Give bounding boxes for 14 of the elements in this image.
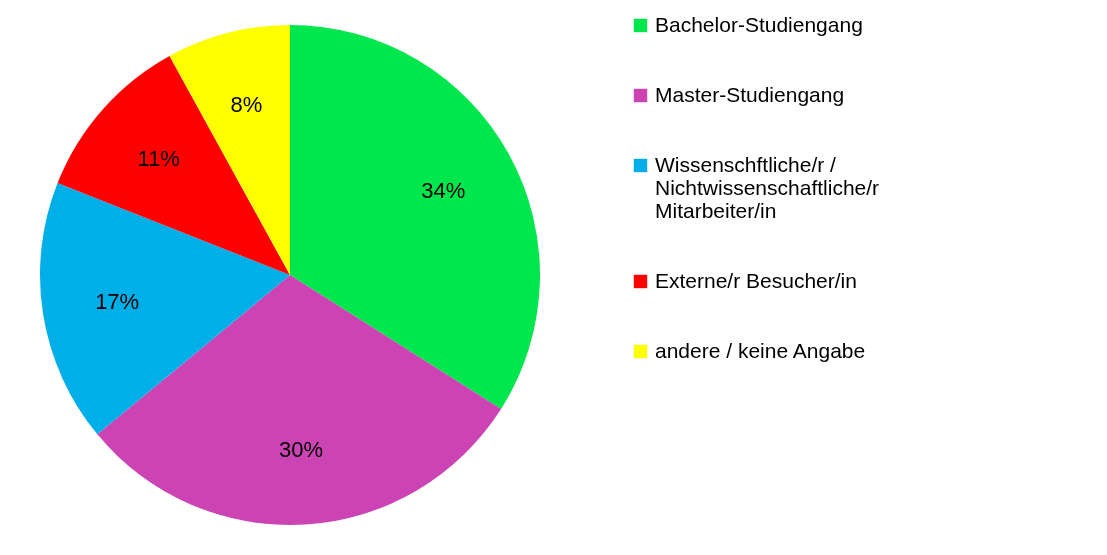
pie-slice [290, 25, 540, 409]
legend-label: andere / keine Angabe [655, 338, 866, 362]
pie-slice [97, 275, 502, 525]
data-label: 17% [95, 289, 140, 315]
data-label: 34% [421, 177, 466, 203]
data-label: 30% [278, 436, 324, 462]
pie-slice [57, 55, 290, 275]
legend-label: Wissenschftliche/r / Nichtwissenschaftliche/r Mitarbeiter/in [655, 152, 880, 222]
data-label: 8% [230, 92, 263, 118]
data-label: 11% [137, 146, 180, 172]
pie-slice [40, 182, 290, 435]
legend-label: Bachelor-Studiengang [655, 12, 863, 36]
legend-label: Externe/r Besucher/in [655, 268, 857, 292]
legend-label: Master-Studiengang [655, 82, 845, 106]
